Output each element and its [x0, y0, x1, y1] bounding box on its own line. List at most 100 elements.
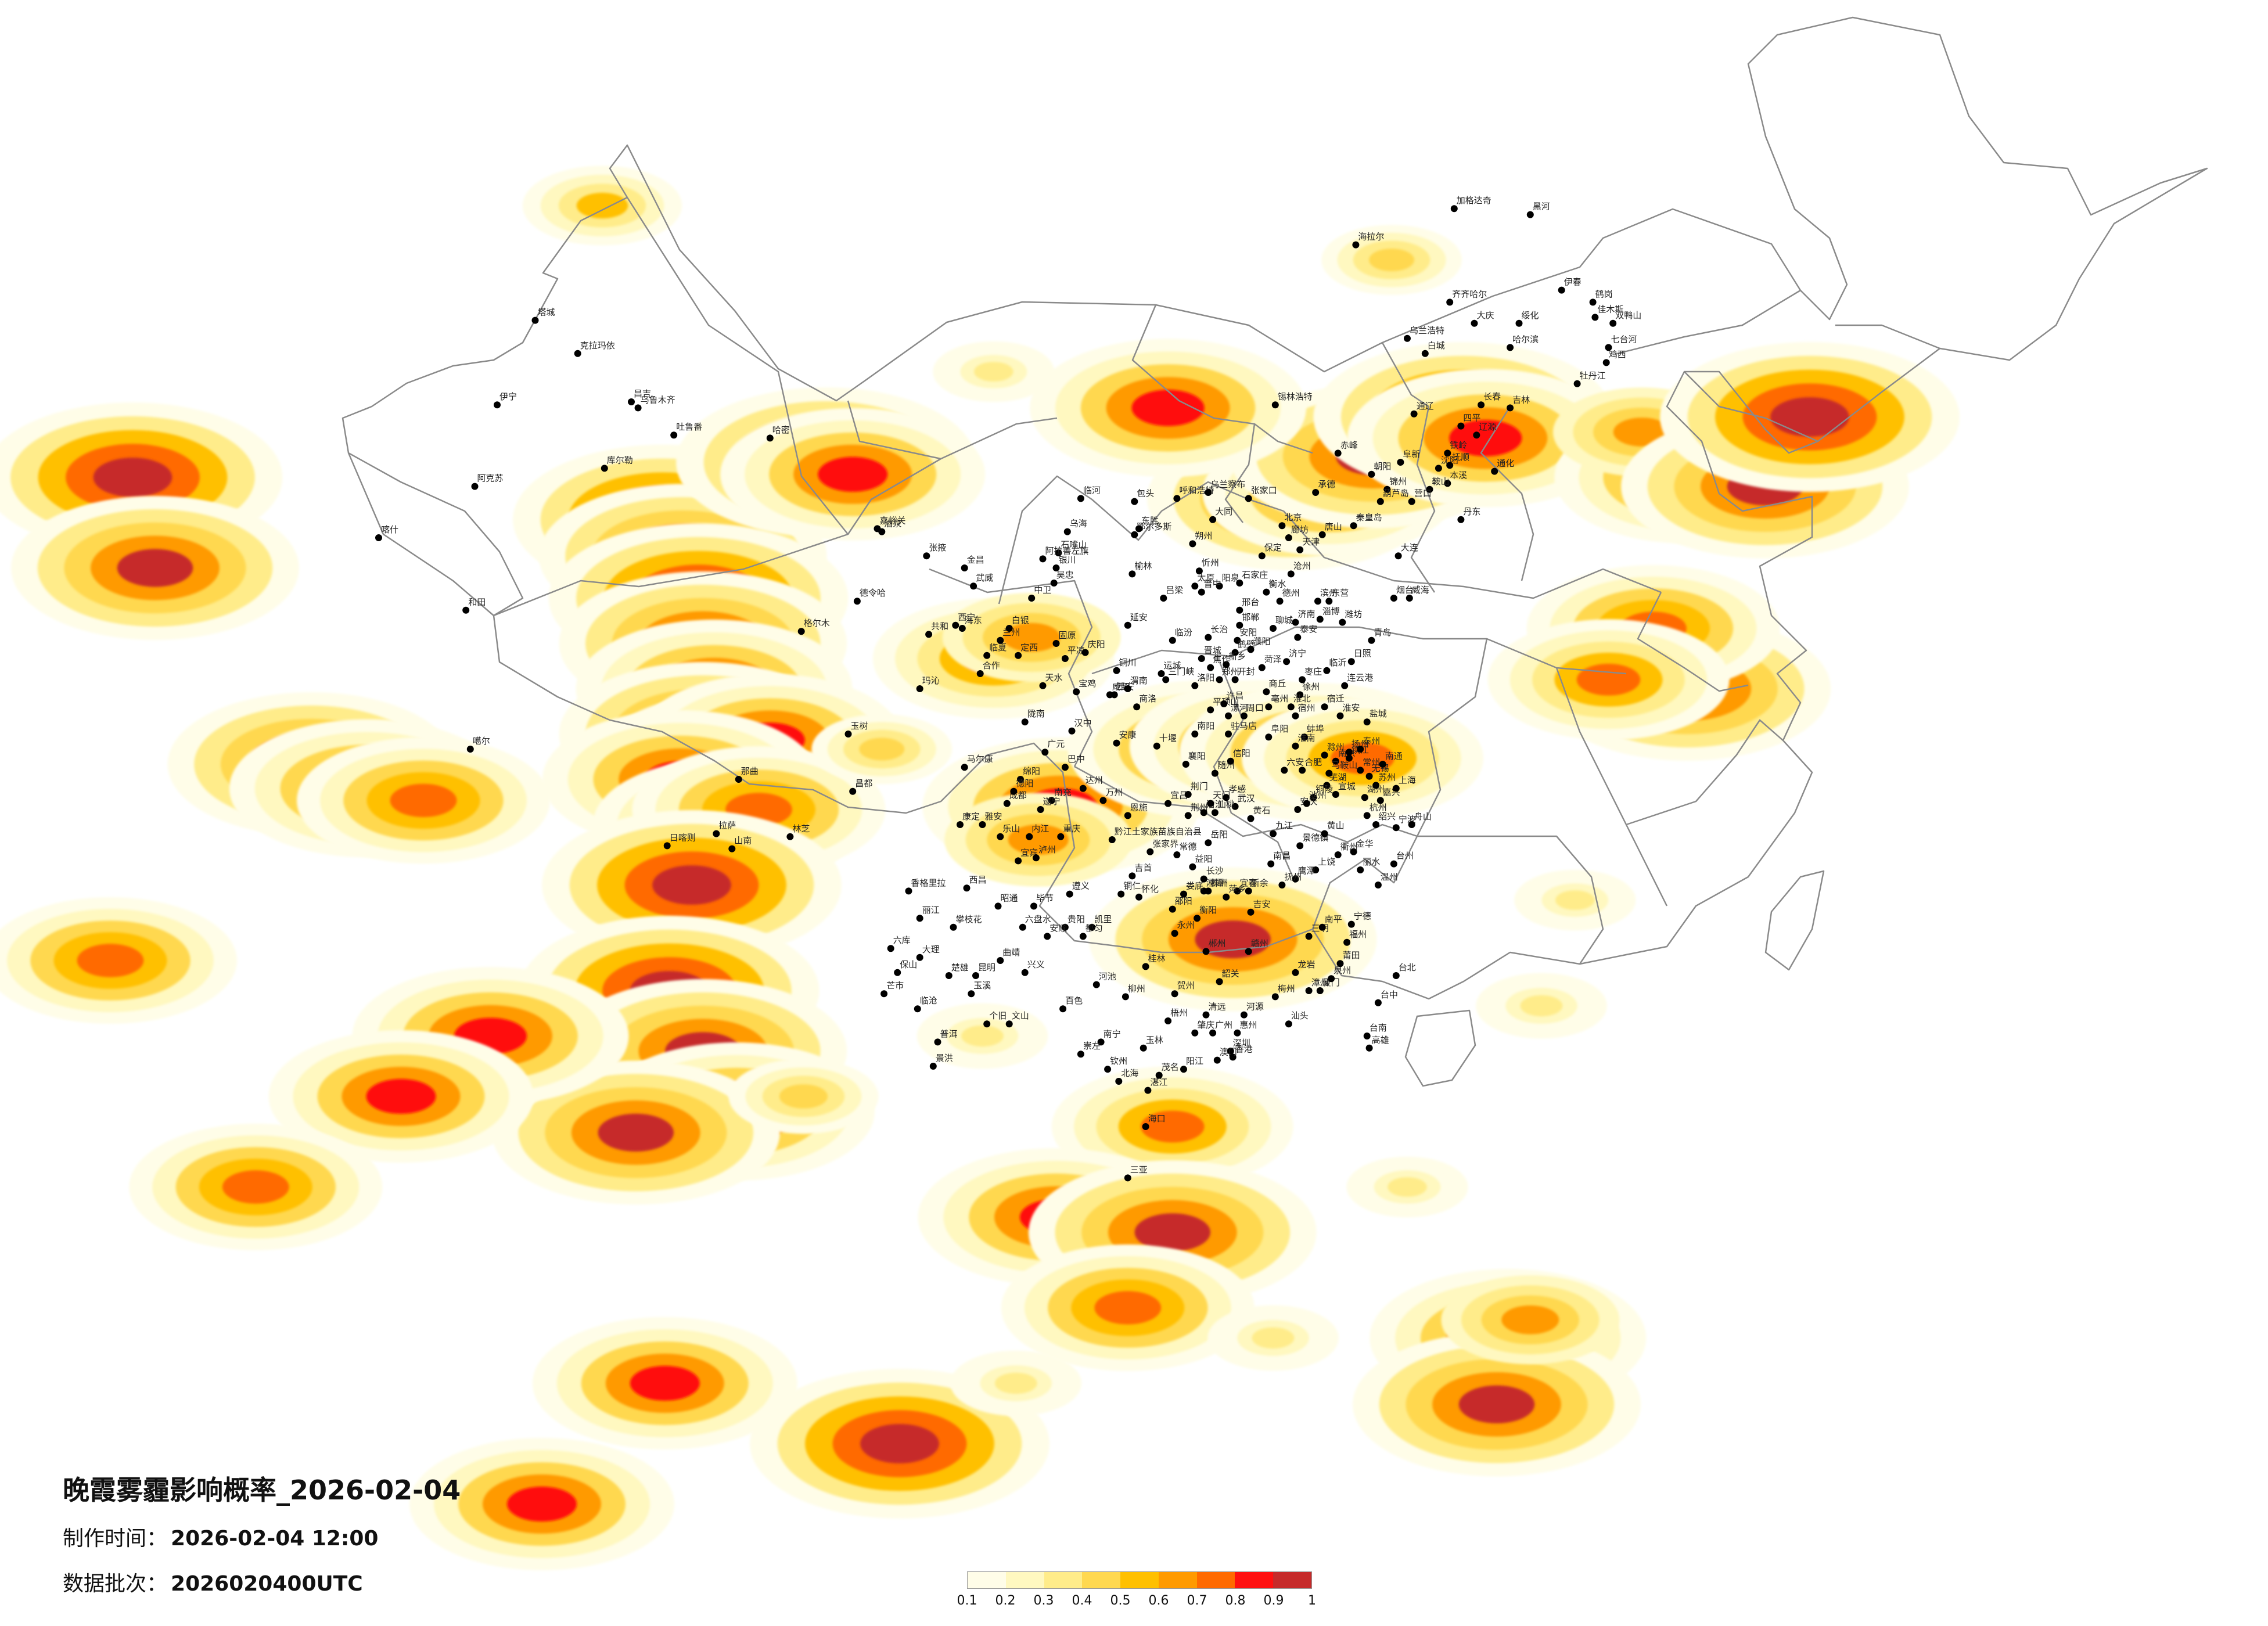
city-dot — [1285, 534, 1292, 541]
city-label: 海拉尔 — [1358, 232, 1384, 242]
city-label: 伊宁 — [499, 391, 517, 402]
city-label: 天门 — [1213, 790, 1230, 801]
haze-cell — [1131, 390, 1205, 426]
haze-cell — [1555, 890, 1595, 910]
city-dot — [1332, 757, 1339, 765]
city-marker: 淮北 — [1287, 693, 1311, 711]
city-marker: 上海 — [1392, 775, 1416, 792]
city-label: 台州 — [1396, 851, 1414, 861]
city-dot — [1258, 664, 1266, 671]
city-marker: 茂名 — [1155, 1062, 1179, 1079]
city-label: 拉萨 — [718, 821, 736, 831]
city-dot — [1158, 670, 1165, 677]
city-marker: 汉中 — [1068, 718, 1092, 735]
city-marker: 萍乡 — [1223, 884, 1246, 901]
legend-tick: 0.5 — [1110, 1593, 1131, 1608]
city-dot — [1372, 782, 1380, 789]
city-label: 清远 — [1209, 1002, 1226, 1012]
city-label: 扬州 — [1352, 739, 1369, 749]
city-dot — [1323, 667, 1331, 674]
city-dot — [1164, 800, 1172, 807]
city-label: 三亚 — [1130, 1164, 1148, 1175]
city-label: 廊坊 — [1291, 524, 1309, 535]
city-dot — [1507, 404, 1514, 412]
city-label: 临汾 — [1175, 627, 1192, 638]
haze-cell — [1369, 249, 1415, 272]
city-dot — [1231, 803, 1239, 810]
city-dot — [1052, 564, 1060, 571]
city-label: 保山 — [900, 959, 917, 970]
city-marker: 恩施 — [1124, 802, 1148, 819]
city-marker: 临沧 — [914, 995, 937, 1013]
city-dot — [1039, 682, 1047, 689]
city-label: 本溪 — [1450, 470, 1467, 480]
city-label: 梧州 — [1170, 1008, 1188, 1018]
city-dot — [1390, 595, 1397, 602]
city-marker: 玉溪 — [968, 980, 991, 998]
city-dot — [880, 990, 888, 998]
city-label: 承德 — [1318, 479, 1335, 490]
city-dot — [1240, 1011, 1248, 1019]
city-label: 徐州 — [1302, 681, 1320, 692]
production-time-row: 制作时间： 2026-02-04 12:00 — [63, 1521, 378, 1552]
city-dot — [1457, 422, 1465, 430]
city-dot — [1044, 933, 1051, 940]
city-label: 伊春 — [1564, 277, 1582, 287]
city-dot — [1124, 812, 1131, 819]
city-dot — [1108, 836, 1116, 843]
haze-cell — [1449, 420, 1522, 456]
city-marker: 忻州 — [1195, 557, 1219, 575]
haze-cell — [1252, 1327, 1295, 1349]
city-dot — [1372, 821, 1380, 828]
city-dot — [1209, 1029, 1217, 1037]
city-dot — [1063, 528, 1071, 535]
haze-cell — [818, 456, 888, 492]
city-label: 玛沁 — [922, 675, 940, 686]
city-dot — [1211, 809, 1219, 816]
haze-cell — [1458, 1385, 1535, 1423]
city-label: 荆门 — [1191, 781, 1208, 792]
city-marker: 克拉玛依 — [574, 340, 615, 357]
city-marker: 都匀 — [1079, 923, 1103, 940]
city-marker: 遵义 — [1066, 881, 1090, 898]
city-marker: 安阳 — [1234, 627, 1257, 644]
haze-area — [1001, 1244, 1255, 1371]
city-marker: 衡水 — [1263, 579, 1286, 596]
city-dot — [1292, 875, 1299, 883]
city-dot — [1446, 298, 1454, 306]
city-dot — [1435, 465, 1442, 472]
city-marker: 山南 — [728, 836, 752, 852]
city-marker: 邢台 — [1236, 597, 1259, 614]
haze-cell — [974, 362, 1013, 382]
city-label: 秦皇岛 — [1356, 512, 1382, 523]
city-label: 马鞍山 — [1331, 760, 1357, 771]
city-dot — [1191, 731, 1199, 738]
city-marker: 青岛 — [1368, 627, 1391, 644]
city-dot — [1207, 800, 1214, 807]
city-dot — [1088, 923, 1096, 931]
city-dot — [1573, 380, 1581, 387]
city-marker: 张掖 — [923, 542, 946, 560]
city-label: 襄阳 — [1188, 751, 1206, 761]
city-dot — [1271, 993, 1279, 1001]
city-label: 乌兰浩特 — [1410, 325, 1444, 336]
city-label: 鄂尔多斯 — [1137, 521, 1171, 532]
city-marker: 阜阳 — [1265, 724, 1288, 741]
city-marker: 吉林 — [1507, 394, 1530, 412]
city-marker: 昆明 — [972, 962, 995, 979]
city-marker: 平凉 — [1061, 645, 1085, 662]
city-dot — [1160, 595, 1167, 602]
city-dot — [1357, 746, 1364, 753]
city-label: 巴中 — [1067, 754, 1085, 764]
city-dot — [1397, 459, 1404, 466]
city-dot — [1294, 806, 1302, 813]
internal-border — [1311, 836, 1418, 930]
city-dot — [923, 552, 930, 560]
city-dot — [1245, 495, 1252, 502]
city-label: 钦州 — [1110, 1056, 1127, 1066]
city-marker: 金华 — [1350, 839, 1374, 855]
city-dot — [1068, 727, 1076, 735]
city-dot — [1142, 1123, 1149, 1130]
city-dot — [1077, 495, 1084, 502]
city-marker: 加格达奇 — [1450, 195, 1491, 213]
